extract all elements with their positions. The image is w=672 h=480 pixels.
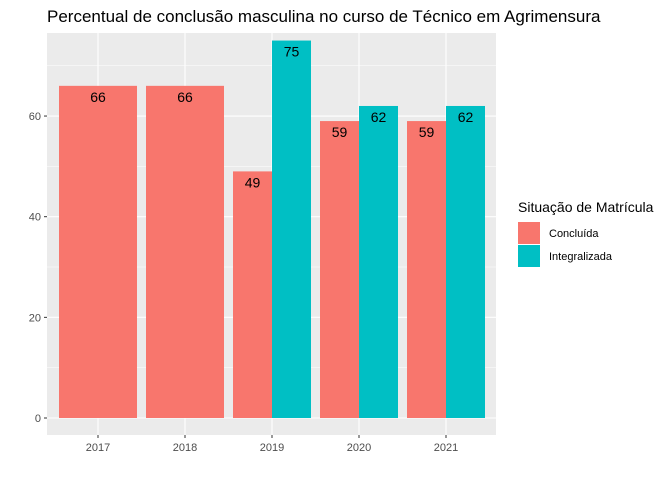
legend-key-concluida: [518, 222, 540, 244]
bar-labels: 66 66 49 75 59 62 59 62: [90, 44, 473, 191]
bar-label: 66: [177, 89, 193, 105]
bars: [59, 40, 485, 419]
y-tick-label: 40: [29, 212, 41, 224]
chart-title: Percentual de conclusão masculina no cur…: [47, 7, 601, 26]
bar-concluida-2018: [146, 85, 224, 418]
legend-label: Concluída: [549, 228, 599, 240]
legend-key-integralizada: [518, 245, 540, 267]
y-tick-label: 20: [29, 312, 41, 324]
bar-label: 49: [245, 174, 261, 190]
bar-integralizada-2021: [446, 105, 485, 419]
bar-integralizada-2020: [359, 105, 398, 419]
y-tick-label: 60: [29, 111, 41, 123]
bar-concluida-2020: [320, 121, 359, 418]
bar-label: 62: [371, 109, 387, 125]
bar-label: 75: [284, 44, 300, 60]
bar-label: 62: [458, 109, 474, 125]
legend-title: Situação de Matrícula: [518, 199, 654, 215]
y-axis: 0 20 40 60: [29, 111, 47, 425]
x-axis: 2017 2018 2019 2020 2021: [86, 435, 458, 454]
bar-label: 66: [90, 89, 106, 105]
bar-concluida-2017: [59, 85, 137, 418]
bar-label: 59: [332, 124, 348, 140]
y-tick-label: 0: [35, 413, 41, 425]
legend-label: Integralizada: [549, 251, 613, 263]
bar-integralizada-2019: [272, 40, 311, 419]
x-tick-label: 2017: [86, 442, 110, 454]
x-tick-label: 2021: [434, 442, 458, 454]
x-tick-label: 2018: [173, 442, 197, 454]
bar-concluida-2019: [233, 171, 272, 418]
x-tick-label: 2019: [260, 442, 284, 454]
bar-concluida-2021: [407, 121, 446, 418]
legend: Situação de Matrícula Concluída Integrali…: [518, 199, 654, 267]
x-tick-label: 2020: [347, 442, 371, 454]
bar-label: 59: [419, 124, 435, 140]
